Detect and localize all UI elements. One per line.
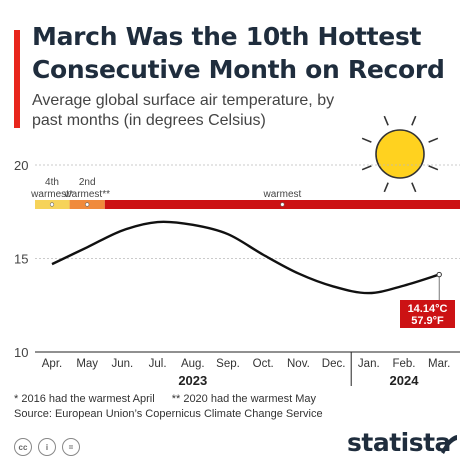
x-tick-label: Jun. xyxy=(112,358,134,370)
sun-ray xyxy=(383,115,389,126)
y-tick-label: 15 xyxy=(14,252,28,267)
x-tick-label: Jan. xyxy=(358,358,380,370)
x-tick-label: Dec. xyxy=(322,358,346,370)
attribution-icon[interactable]: i xyxy=(38,438,56,456)
x-tick-label: Apr. xyxy=(42,358,62,370)
sun-ray xyxy=(428,165,439,171)
sun-ray xyxy=(361,165,372,171)
license-icons: cc i = xyxy=(14,438,80,458)
rank-marker xyxy=(85,202,90,207)
x-tick-label: May xyxy=(76,358,98,370)
x-tick-label: Mar. xyxy=(428,358,450,370)
sun-ray xyxy=(411,182,417,193)
x-tick-label: Jul. xyxy=(149,358,167,370)
x-tick-label: Sep. xyxy=(216,358,240,370)
sun-ray xyxy=(411,115,417,126)
statista-wordmark[interactable]: statista xyxy=(347,428,451,457)
title-accent-bar xyxy=(14,30,20,128)
year-label: 2024 xyxy=(390,373,420,388)
creative-commons-icon[interactable]: cc xyxy=(14,438,32,456)
source-note: Source: European Union’s Copernicus Clim… xyxy=(14,408,323,420)
year-label: 2023 xyxy=(178,373,207,388)
rank-label-line: 4th xyxy=(45,177,59,188)
chart-subtitle: Average global surface air temperature, … xyxy=(32,92,335,129)
x-tick-label: Feb. xyxy=(392,358,415,370)
sun-icon xyxy=(361,115,439,193)
rank-marker xyxy=(49,202,55,207)
annotation-fahrenheit: 57.9°F xyxy=(411,315,444,327)
rank-label-line: 2nd xyxy=(79,177,96,188)
statista-logo-icon xyxy=(441,435,457,454)
rank-label-line: warmest** xyxy=(63,189,110,200)
annotation-box xyxy=(400,300,455,328)
y-tick-label: 20 xyxy=(14,158,28,173)
footnote-1: * 2016 had the warmest April xyxy=(14,393,155,405)
sun-ray xyxy=(361,137,372,143)
rank-label: 2nd warmest** xyxy=(63,177,110,200)
sun-ray xyxy=(428,137,439,143)
rank-label-line: warmest xyxy=(263,189,302,200)
annotation-marker xyxy=(436,271,442,278)
sun-disc xyxy=(375,129,425,179)
rank-label: warmest xyxy=(263,189,302,200)
y-tick-label: 10 xyxy=(14,345,28,360)
x-tick-label: Oct. xyxy=(253,358,274,370)
rank-label: 4th warmest* xyxy=(30,177,73,200)
annotation-celsius: 14.14°C xyxy=(408,303,448,315)
footnotes: * 2016 had the warmest April ** 2020 had… xyxy=(14,391,454,407)
temperature-line xyxy=(51,220,440,295)
footnote-2: ** 2020 had the warmest May xyxy=(171,393,317,405)
x-tick-label: Aug. xyxy=(181,358,205,370)
x-tick-label: Nov. xyxy=(287,358,310,370)
no-derivatives-icon[interactable]: = xyxy=(62,438,80,456)
sun-ray xyxy=(383,182,389,193)
rank-marker xyxy=(280,202,285,207)
chart-title: March Was the 10th Hottest Consecutive M… xyxy=(32,22,445,84)
rank-label-line: warmest* xyxy=(30,189,73,200)
